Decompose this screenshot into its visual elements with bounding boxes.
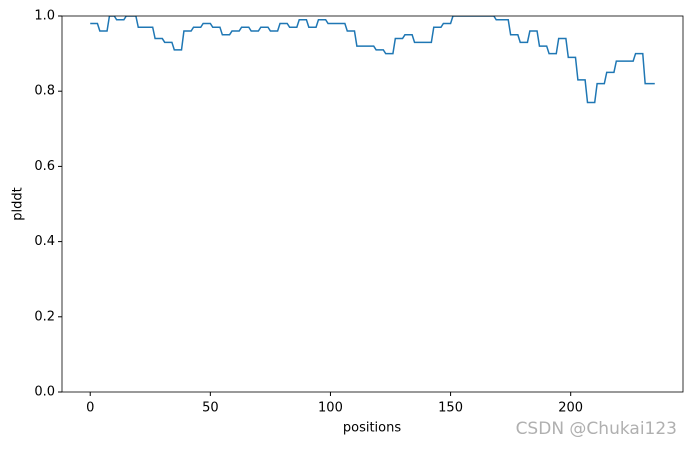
- line: [90, 16, 655, 104]
- y-tick-label: 0.0: [34, 385, 55, 400]
- y-tick-label: 0.6: [34, 159, 55, 174]
- x-tick-label: 150: [438, 401, 463, 416]
- y-tick-label: 0.4: [34, 234, 55, 249]
- y-tick-label: 0.2: [34, 309, 55, 324]
- y-tick-label: 0.8: [34, 84, 55, 99]
- x-tick-label: 50: [202, 401, 219, 416]
- x-axis-label: positions: [343, 421, 401, 436]
- y-axis-label: plddt: [11, 187, 26, 220]
- x-tick-label: 200: [558, 401, 583, 416]
- plot-frame: [61, 15, 684, 393]
- x-tick-label: 100: [318, 401, 343, 416]
- x-tick-label: 0: [86, 401, 94, 416]
- y-tick-label: 1.0: [34, 9, 55, 24]
- watermark: CSDN @Chukai123: [516, 419, 677, 439]
